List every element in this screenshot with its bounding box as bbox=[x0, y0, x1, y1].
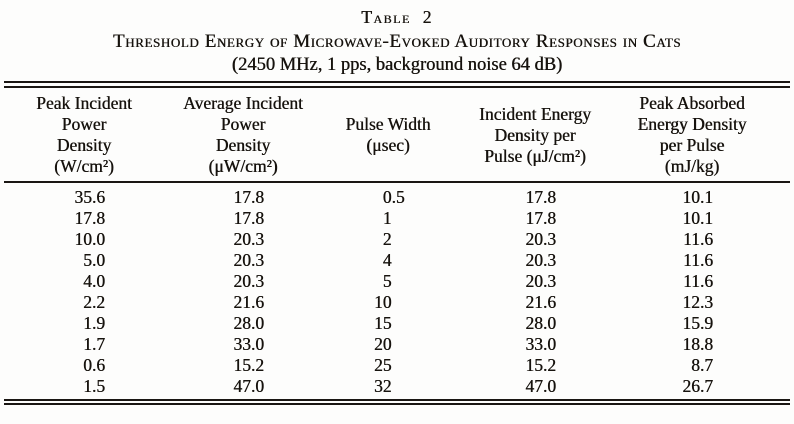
header-cell-peak-incident-power-density: Peak Incident Power Density (W/cm²) bbox=[4, 88, 164, 183]
table-cell-peak-incident-power-density: 1.7 bbox=[83, 334, 105, 354]
table-cell-peak-absorbed-energy-density-per-pulse: 12.3 bbox=[682, 292, 713, 312]
header-line: Average Incident bbox=[183, 93, 303, 113]
table-cell-peak-absorbed-energy-density-per-pulse: 26.7 bbox=[682, 376, 713, 396]
table-cell-peak-incident-power-density: 1.5 bbox=[83, 376, 105, 396]
table-cell-average-incident-power-density: 20.3 bbox=[233, 250, 264, 270]
table-cell-peak-absorbed-energy-density-per-pulse: 11.6 bbox=[683, 250, 713, 270]
table-cell-incident-energy-density-per-pulse: 28.0 bbox=[525, 313, 556, 333]
table-row: 2.2 21.6 10 21.6 12.3 bbox=[4, 292, 790, 313]
table-row: 1.5 47.0 32 47.0 26.7 bbox=[4, 376, 790, 397]
table-cell-average-incident-power-density: 21.6 bbox=[233, 292, 264, 312]
table-cell-pulse-width: 4 bbox=[382, 250, 392, 270]
table-cell-incident-energy-density-per-pulse: 20.3 bbox=[525, 271, 556, 291]
table-cell-pulse-width: 15 bbox=[374, 313, 392, 333]
table-cell-average-incident-power-density: 28.0 bbox=[233, 313, 264, 333]
table-cell-pulse-width: 5 bbox=[382, 271, 392, 291]
table-label: Table 2 bbox=[361, 7, 433, 27]
table-header: Peak Incident Power Density (W/cm²) Average … bbox=[4, 88, 790, 183]
header-line: Density per bbox=[494, 124, 576, 145]
table-cell-incident-energy-density-per-pulse: 33.0 bbox=[525, 334, 556, 354]
table-cell-peak-absorbed-energy-density-per-pulse: 11.6 bbox=[683, 229, 713, 249]
header-line: Incident Energy bbox=[479, 103, 591, 124]
header-line: Peak Incident bbox=[36, 93, 132, 113]
table-title: Threshold Energy of Microwave-Evoked Aud… bbox=[112, 31, 682, 52]
table-cell-average-incident-power-density: 20.3 bbox=[233, 229, 264, 249]
header-line: (W/cm²) bbox=[54, 156, 114, 176]
table-row: 35.6 17.8 0.5 17.8 10.1 bbox=[4, 182, 790, 208]
table-cell-peak-incident-power-density: 2.2 bbox=[83, 292, 105, 312]
table-row: 17.8 17.8 1 17.8 10.1 bbox=[4, 208, 790, 229]
table-cell-pulse-width: 10 bbox=[374, 292, 392, 312]
table-cell-incident-energy-density-per-pulse: 17.8 bbox=[525, 208, 556, 228]
table-cell-peak-incident-power-density: 35.6 bbox=[74, 187, 105, 207]
table-cell-peak-incident-power-density: 1.9 bbox=[83, 313, 105, 333]
table-cell-peak-incident-power-density: 0.6 bbox=[83, 355, 105, 375]
table-cell-pulse-width: 0.5 bbox=[382, 187, 405, 207]
header-line: (μW/cm²) bbox=[208, 156, 278, 176]
header-line: Pulse (μJ/cm²) bbox=[484, 145, 586, 166]
table-cell-average-incident-power-density: 33.0 bbox=[233, 334, 264, 354]
table-cell-peak-incident-power-density: 4.0 bbox=[83, 271, 105, 291]
table-cell-peak-absorbed-energy-density-per-pulse: 10.1 bbox=[682, 208, 713, 228]
table-cell-incident-energy-density-per-pulse: 17.8 bbox=[525, 187, 556, 207]
table-cell-average-incident-power-density: 17.8 bbox=[233, 208, 264, 228]
table-cell-pulse-width: 25 bbox=[374, 355, 392, 375]
table-cell-incident-energy-density-per-pulse: 20.3 bbox=[525, 229, 556, 249]
header-line: Peak Absorbed bbox=[639, 93, 745, 113]
header-line: Pulse Width bbox=[345, 114, 431, 134]
table-cell-pulse-width: 20 bbox=[374, 334, 392, 354]
table-cell-peak-incident-power-density: 5.0 bbox=[83, 250, 105, 270]
table-cell-peak-absorbed-energy-density-per-pulse: 15.9 bbox=[682, 313, 713, 333]
table-cell-peak-incident-power-density: 10.0 bbox=[74, 229, 105, 249]
table-cell-peak-absorbed-energy-density-per-pulse: 18.8 bbox=[682, 334, 713, 354]
table-cell-average-incident-power-density: 15.2 bbox=[233, 355, 264, 375]
table-cell-incident-energy-density-per-pulse: 21.6 bbox=[525, 292, 556, 312]
header-line: (μsec) bbox=[366, 135, 410, 155]
header-line: Power bbox=[220, 114, 266, 134]
table-cell-average-incident-power-density: 47.0 bbox=[233, 376, 264, 396]
table-row: 0.6 15.2 25 15.2 8.7 bbox=[4, 355, 790, 376]
header-cell-incident-energy-density-per-pulse: Incident Energy Density per Pulse (μJ/cm²) bbox=[454, 88, 616, 183]
table-cell-incident-energy-density-per-pulse: 47.0 bbox=[525, 376, 556, 396]
top-double-rule bbox=[4, 81, 790, 88]
table-body: 35.6 17.8 0.5 17.8 10.1 17.8 17.8 1 17.8 10.1 10.0… bbox=[4, 182, 790, 397]
header-cell-pulse-width: Pulse Width (μsec) bbox=[322, 88, 454, 183]
table-cell-average-incident-power-density: 17.8 bbox=[233, 187, 264, 207]
table-cell-pulse-width: 1 bbox=[382, 208, 392, 228]
header-cell-peak-absorbed-energy-density-per-pulse: Peak Absorbed Energy Density per Pulse (mJ/… bbox=[616, 88, 790, 183]
header-line: Energy Density bbox=[637, 114, 747, 134]
table-row: 10.0 20.3 2 20.3 11.6 bbox=[4, 229, 790, 250]
bottom-double-rule bbox=[4, 399, 790, 405]
table-conditions: (2450 MHz, 1 pps, background noise 64 dB… bbox=[231, 55, 563, 75]
table-cell-incident-energy-density-per-pulse: 20.3 bbox=[525, 250, 556, 270]
header-line: Density bbox=[215, 135, 271, 155]
header-row: Peak Incident Power Density (W/cm²) Average … bbox=[4, 88, 790, 183]
table-cell-peak-absorbed-energy-density-per-pulse: 11.6 bbox=[683, 271, 713, 291]
table-cell-pulse-width: 32 bbox=[374, 376, 392, 396]
header-cell-average-incident-power-density: Average Incident Power Density (μW/cm²) bbox=[164, 88, 322, 183]
table-cell-incident-energy-density-per-pulse: 15.2 bbox=[525, 355, 556, 375]
table-cell-peak-incident-power-density: 17.8 bbox=[74, 208, 105, 228]
table-cell-average-incident-power-density: 20.3 bbox=[233, 271, 264, 291]
table-cell-peak-absorbed-energy-density-per-pulse: 8.7 bbox=[691, 355, 713, 375]
table-cell-peak-absorbed-energy-density-per-pulse: 10.1 bbox=[682, 187, 713, 207]
table-row: 1.7 33.0 20 33.0 18.8 bbox=[4, 334, 790, 355]
table-row: 4.0 20.3 5 20.3 11.6 bbox=[4, 271, 790, 292]
data-table: Peak Incident Power Density (W/cm²) Average … bbox=[4, 88, 790, 397]
header-line: Power bbox=[61, 114, 107, 134]
header-line: (mJ/kg) bbox=[664, 156, 720, 176]
table-row: 1.9 28.0 15 28.0 15.9 bbox=[4, 313, 790, 334]
header-line: per Pulse bbox=[659, 135, 725, 155]
header-line: Density bbox=[56, 135, 112, 155]
table-cell-pulse-width: 2 bbox=[382, 229, 392, 249]
table-row: 5.0 20.3 4 20.3 11.6 bbox=[4, 250, 790, 271]
